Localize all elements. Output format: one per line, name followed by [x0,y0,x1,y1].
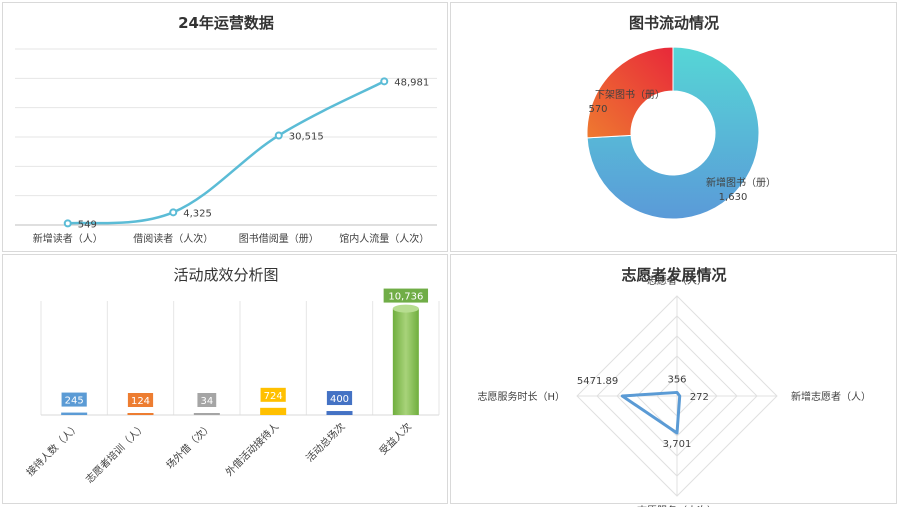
line-chart: 24年运营数据 新增读者（人） 借阅读者（人次） 图书借阅量（册） 馆内人流量（人次）… [15,14,437,245]
data-label: 30,515 [289,131,324,142]
slice-label: 新增图书（册） [706,176,776,189]
data-point [63,219,72,228]
x-tick-label: 新增读者（人） [33,232,103,245]
series-line [67,80,385,225]
data-label: 356 [667,374,686,385]
data-point [274,131,283,140]
bar [326,411,353,415]
pie-slice [586,46,674,139]
radar-chart: 志愿者发展情况 志愿者（人） 新增志愿者（人） 志愿服务（人次） 志愿服务时长（H） 3… [477,266,871,507]
data-label: 245 [65,396,84,407]
slice-value: 1,630 [719,192,748,203]
x-tick-label: 借阅读者（人次） [133,232,213,245]
data-label: 48,981 [394,77,429,88]
data-point [380,77,389,86]
x-tick-label: 图书借阅量（册） [239,232,319,245]
x-tick-label: 外借活动接待人 [223,420,282,479]
data-label: 549 [78,219,97,230]
slice-value: 570 [588,104,607,115]
data-label: 124 [131,396,150,407]
data-label-box [383,288,429,303]
radar-axis-label: 志愿服务时长（H） [477,390,565,403]
chart-title: 24年运营数据 [178,14,274,32]
slice-label: 下架图书（册） [595,89,665,101]
bar [392,308,419,415]
radar-axis-label: 新增志愿者（人） [791,390,871,403]
data-label: 10,736 [388,292,423,303]
bar-cap [392,304,419,313]
data-point [169,208,178,217]
radar-chart-panel: 志愿者发展情况 志愿者（人） 新增志愿者（人） 志愿服务（人次） 志愿服务时长（H） 3… [450,254,897,507]
bar [260,407,287,415]
data-label-box [127,393,154,407]
bar-chart: 活动成效分析图 245 124 34 724 400 10,736 接待人数（人） 志愿者培… [24,266,440,486]
data-label: 3,701 [663,439,692,450]
data-label-box [326,391,353,406]
donut-chart-panel: 图书流动情况 新增图书（册） 1,630 下架图书（册） 570 [450,2,897,252]
bar [61,412,88,415]
data-label: 400 [330,394,349,405]
radar-axis-label: 志愿者（人） [647,274,707,287]
data-label: 272 [690,392,709,403]
line-chart-panel: 24年运营数据 新增读者（人） 借阅读者（人次） 图书借阅量（册） 馆内人流量（人次）… [2,2,448,252]
chart-title: 图书流动情况 [629,14,719,32]
series-polygon [620,390,682,435]
x-tick-label: 志愿者培训（人） [83,420,149,486]
data-label: 34 [200,396,213,407]
x-tick-label: 馆内人流量（人次） [339,232,429,245]
data-label: 724 [264,391,283,402]
donut-chart: 图书流动情况 新增图书（册） 1,630 下架图书（册） 570 [586,14,776,220]
x-tick-label: 接待人数（人） [24,420,83,479]
data-label-box [260,387,286,402]
x-tick-label: 受益人次 [376,420,413,457]
data-label: 4,325 [183,208,212,219]
data-label-box [197,393,217,407]
radar-axis-label: 志愿服务（人次） [637,504,717,507]
x-tick-label: 场外借（次） [163,420,215,472]
chart-title: 志愿者发展情况 [621,266,726,284]
bar [193,413,220,415]
pie-slice [586,46,760,220]
data-label-box [61,392,87,407]
bar [127,413,154,415]
bar-chart-panel: 活动成效分析图 245 124 34 724 400 10,736 接待人数（人） 志愿者培… [2,254,448,504]
chart-title: 活动成效分析图 [173,266,278,284]
x-tick-label: 活动总场次 [303,420,348,465]
data-label: 5471.89 [577,376,618,387]
